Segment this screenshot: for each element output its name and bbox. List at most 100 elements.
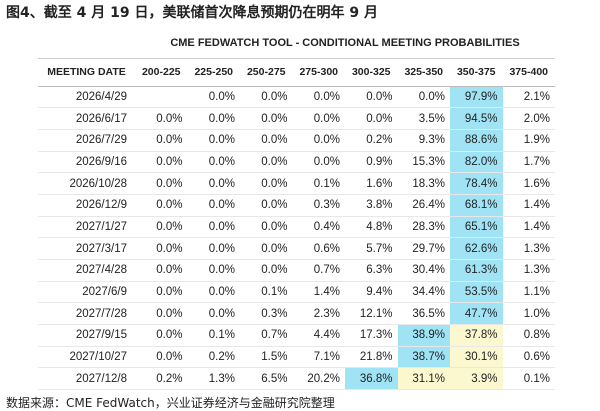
meeting-date: 2026/9/16 (38, 151, 135, 174)
probability-cell: 28.3% (397, 216, 450, 239)
probability-cell: 0.0% (135, 324, 188, 347)
probability-cell: 0.1% (292, 172, 345, 195)
probability-cell: 3.9% (450, 367, 503, 391)
table-row: 2027/12/8 0.2% 1.3% 6.5% 20.2% 36.8% 31.1% 3.9%… (38, 367, 555, 391)
probability-cell: 1.3% (502, 237, 555, 260)
probability-cell: 15.3% (397, 151, 450, 174)
probability-cell: 1.3% (187, 367, 240, 391)
column-header: 275-300 (292, 58, 345, 87)
column-header: 325-350 (397, 58, 450, 87)
probability-cell: 0.0% (135, 107, 188, 130)
probability-cell: 0.0% (345, 107, 398, 130)
probability-table: CME FEDWATCH TOOL - CONDITIONAL MEETING … (38, 28, 555, 391)
probability-cell: 94.5% (450, 107, 503, 130)
probability-cell: 0.0% (292, 86, 345, 109)
probability-cell: 36.8% (345, 367, 398, 391)
column-header: 250-275 (240, 58, 293, 87)
probability-cell: 65.1% (450, 216, 503, 239)
meeting-date: 2026/7/29 (38, 129, 135, 152)
probability-cell: 0.0% (292, 129, 345, 152)
table-title-row: CME FEDWATCH TOOL - CONDITIONAL MEETING … (38, 28, 555, 59)
probability-cell: 0.0% (135, 302, 188, 326)
table-row: 2026/9/16 0.0% 0.0% 0.0% 0.0% 0.9% 15.3% 82.0% 1… (38, 151, 555, 174)
probability-cell: 0.8% (502, 324, 555, 347)
table-row: 2027/4/28 0.0% 0.0% 0.0% 0.7% 6.3% 30.4% 61.3% 1… (38, 259, 555, 282)
probability-cell: 30.4% (397, 259, 450, 282)
probability-cell: 53.5% (450, 281, 503, 304)
probability-cell: 0.0% (135, 237, 188, 260)
probability-cell: 0.1% (240, 281, 293, 304)
probability-cell: 6.5% (240, 367, 293, 391)
header-row: MEETING DATE 200-225 225-250 250-275 275-300… (38, 58, 555, 87)
column-header: 350-375 (450, 58, 503, 87)
probability-cell: 0.2% (345, 129, 398, 152)
meeting-date: 2027/4/28 (38, 259, 135, 282)
probability-cell: 62.6% (450, 237, 503, 260)
probability-cell: 1.7% (502, 151, 555, 174)
probability-cell: 0.0% (240, 86, 293, 109)
probability-cell: 68.1% (450, 194, 503, 217)
probability-cell: 38.9% (397, 324, 450, 347)
probability-cell: 0.0% (345, 86, 398, 109)
column-header: 200-225 (135, 58, 188, 87)
table-row: 2027/10/27 0.0% 0.2% 1.5% 7.1% 21.8% 38.7% 30.1… (38, 346, 555, 369)
table-row: 2026/12/9 0.0% 0.0% 0.0% 0.3% 3.8% 26.4% 68.1% 1… (38, 194, 555, 217)
probability-cell: 0.6% (502, 346, 555, 369)
probability-cell: 0.0% (135, 151, 188, 174)
probability-cell: 0.0% (240, 237, 293, 260)
probability-cell: 61.3% (450, 259, 503, 282)
meeting-date: 2027/3/17 (38, 237, 135, 260)
column-header: MEETING DATE (38, 58, 135, 87)
probability-cell: 3.5% (397, 107, 450, 130)
probability-cell: 78.4% (450, 172, 503, 195)
probability-cell: 37.8% (450, 324, 503, 347)
table-title: CME FEDWATCH TOOL - CONDITIONAL MEETING … (135, 28, 555, 59)
probability-cell: 0.0% (240, 107, 293, 130)
probability-cell (135, 86, 188, 109)
probability-cell: 4.4% (292, 324, 345, 347)
table-row: 2026/4/29 0.0% 0.0% 0.0% 0.0% 0.0% 97.9% 2.1% (38, 86, 555, 109)
meeting-date: 2027/10/27 (38, 346, 135, 369)
probability-cell: 0.2% (135, 367, 188, 391)
probability-cell: 0.0% (135, 346, 188, 369)
meeting-date: 2027/7/28 (38, 302, 135, 326)
meeting-date: 2027/1/27 (38, 216, 135, 239)
column-header: 300-325 (345, 58, 398, 87)
probability-cell: 0.0% (187, 237, 240, 260)
probability-cell: 0.0% (135, 129, 188, 152)
figure-title: 图4、截至 4 月 19 日，美联储首次降息预期仍在明年 9 月 (6, 5, 378, 21)
table-row: 2027/1/27 0.0% 0.0% 0.0% 0.4% 4.8% 28.3% 65.1% 1… (38, 216, 555, 239)
probability-cell: 26.4% (397, 194, 450, 217)
probability-cell: 1.6% (502, 172, 555, 195)
probability-cell: 0.0% (292, 151, 345, 174)
probability-cell: 0.0% (135, 216, 188, 239)
probability-cell: 0.2% (187, 346, 240, 369)
probability-cell: 0.0% (240, 194, 293, 217)
probability-cell: 0.1% (502, 367, 555, 391)
probability-cell: 0.0% (135, 194, 188, 217)
probability-cell: 0.7% (240, 324, 293, 347)
probability-cell: 0.0% (187, 302, 240, 326)
probability-cell: 0.0% (187, 129, 240, 152)
probability-cell: 0.7% (292, 259, 345, 282)
probability-cell: 1.0% (502, 302, 555, 326)
probability-cell: 1.6% (345, 172, 398, 195)
meeting-date: 2027/9/15 (38, 324, 135, 347)
probability-cell: 38.7% (397, 346, 450, 369)
probability-cell: 0.0% (187, 281, 240, 304)
probability-cell: 36.5% (397, 302, 450, 326)
column-header: 375-400 (502, 58, 555, 87)
probability-cell: 0.1% (187, 324, 240, 347)
table-row: 2026/10/28 0.0% 0.0% 0.0% 0.1% 1.6% 18.3% 78.4%… (38, 172, 555, 195)
table-row: 2027/7/28 0.0% 0.0% 0.3% 2.3% 12.1% 36.5% 47.7%… (38, 302, 555, 326)
probability-cell: 0.0% (135, 281, 188, 304)
probability-cell: 88.6% (450, 129, 503, 152)
probability-cell: 47.7% (450, 302, 503, 326)
probability-cell: 0.0% (187, 151, 240, 174)
probability-cell: 0.0% (397, 86, 450, 109)
probability-cell: 3.8% (345, 194, 398, 217)
probability-cell: 7.1% (292, 346, 345, 369)
probability-cell: 0.3% (240, 302, 293, 326)
probability-cell: 0.0% (292, 107, 345, 130)
